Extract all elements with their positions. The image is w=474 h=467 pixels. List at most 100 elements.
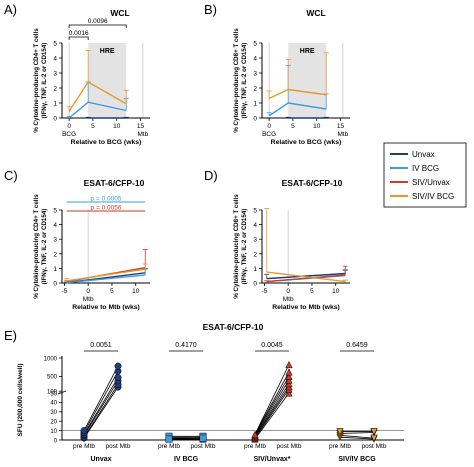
paired-line (339, 436, 375, 440)
y-tick-label: 2 (53, 86, 57, 93)
panel-letter: A) (4, 2, 17, 17)
y-axis-label: % Cytokine-producing CD4+ T cells(IFNγ, … (33, 194, 48, 299)
group-label: SIV/IV BCG (338, 456, 376, 463)
y-tick-label: 10 (50, 429, 57, 435)
y-tick-label: 4 (53, 56, 57, 63)
x-tick-label: 5 (91, 123, 95, 130)
y-axis-label-line1: % Cytokine-producing CD8+ T cells (233, 28, 240, 133)
legend-label: SIV/Unvax (412, 178, 450, 187)
hre-label: HRE (100, 48, 115, 55)
y-axis-label-line1: % Cytokine-producing CD4+ T cells (33, 194, 40, 299)
y-axis-label-line1: % Cytokine-producing CD4+ T cells (33, 28, 40, 133)
x-marker-label: BCG (262, 131, 276, 138)
x-tick-label: pre Mtb (244, 443, 266, 450)
x-marker-label: Mtb (83, 296, 94, 303)
paired-line (168, 437, 204, 440)
x-tick-label: post Mtb (106, 443, 131, 450)
series-line-siv_ivbcg (266, 271, 346, 283)
data-point (199, 434, 207, 442)
legend-label: SIV/IV BCG (412, 192, 454, 201)
paired-line (254, 383, 290, 437)
y-tick-label: 1 (253, 266, 257, 273)
y-tick-label: 2 (53, 251, 57, 258)
series-line-siv_ivbcg (268, 88, 327, 100)
y-axis-label-line2: (IFNγ, TNF, IL-2 or CD154) (41, 43, 48, 119)
y-tick-label: 0 (54, 438, 58, 444)
bracket-p-value: 0.0096 (88, 18, 108, 25)
x-tick-label: 0 (67, 123, 71, 130)
x-axis-label: Relative to Mtb (wks) (272, 304, 340, 311)
y-tick-label: 1 (53, 266, 57, 273)
series-line-siv_ivbcg (66, 268, 146, 282)
p-value-label: p = 0.0005 (91, 196, 122, 203)
significance-bracket (68, 24, 127, 28)
data-point (285, 380, 293, 388)
x-tick-label: pre Mtb (158, 443, 180, 450)
data-point (165, 435, 173, 443)
y-tick-label: 0 (53, 281, 57, 288)
y-tick-label: 1 (253, 101, 257, 108)
x-marker-label: Mtb (137, 131, 148, 138)
x-marker-label: BCG (62, 131, 76, 138)
x-marker-label: Mtb (337, 131, 348, 138)
series-line-siv_ivbcg (68, 81, 127, 112)
x-tick-label: 0 (86, 288, 90, 295)
series-line-ivbcg (268, 102, 327, 117)
x-tick-label: post Mtb (191, 443, 216, 450)
y-tick-label: 30 (50, 410, 57, 416)
x-tick-label: 10 (313, 123, 321, 130)
chart-title: ESAT-6/CFP-10 (203, 322, 264, 332)
series-line-ivbcg (66, 274, 146, 284)
y-tick-label: 4 (253, 222, 257, 229)
paired-line (83, 377, 119, 435)
x-tick-label: -5 (261, 288, 267, 295)
x-tick-label: 10 (132, 288, 140, 295)
data-point (285, 360, 293, 369)
y-tick-label: 500 (47, 375, 58, 381)
y-axis-label: % Cytokine-producing CD4+ T cells(IFNγ, … (33, 28, 48, 133)
series-line-siv_unvax (266, 274, 346, 283)
bracket-p-value: 0.0051 (90, 342, 112, 349)
paired-line (83, 365, 119, 431)
data-point (80, 427, 88, 435)
paired-line (254, 386, 290, 438)
x-axis-label: Relative to Mtb (wks) (72, 304, 140, 311)
y-tick-label: 5 (53, 41, 57, 48)
hre-label: HRE (300, 48, 315, 55)
y-tick-label: 1000 (44, 356, 58, 362)
y-tick-label: 3 (253, 71, 257, 78)
x-axis-label: Relative to BCG (wks) (71, 139, 142, 146)
x-marker-label: Mtb (283, 296, 294, 303)
x-tick-label: post Mtb (277, 443, 302, 450)
paired-line (339, 432, 375, 434)
y-tick-label: 5 (253, 41, 257, 48)
x-tick-label: post Mtb (362, 443, 387, 450)
bracket-p-value: 0.6459 (346, 342, 368, 349)
y-tick-label: 0 (53, 116, 57, 123)
panel-letter: D) (204, 168, 218, 183)
y-tick-label: 3 (253, 237, 257, 244)
x-tick-label: 10 (332, 288, 340, 295)
y-axis-label: % Cytokine-producing CD8+ T cells(IFNγ, … (233, 28, 248, 133)
group-label: Unvax (90, 456, 111, 463)
panel-letter: E) (4, 328, 17, 343)
data-point (336, 428, 344, 436)
paired-line (339, 434, 375, 439)
bracket-p-value: 0.0045 (261, 342, 283, 349)
y-tick-label: 20 (50, 420, 57, 426)
chart-title: WCL (306, 8, 325, 18)
panel-letter: B) (204, 2, 217, 17)
paired-line (254, 371, 290, 435)
group-label: SIV/Unvax* (254, 456, 291, 463)
x-tick-label: pre Mtb (329, 443, 351, 450)
chart-title: WCL (110, 8, 129, 18)
y-tick-label: 100 (47, 389, 58, 395)
y-tick-label: 0 (253, 116, 257, 123)
y-axis-label: SFU (200,000 cells/well) (17, 364, 24, 437)
data-point (285, 389, 293, 397)
y-tick-label: 5 (253, 208, 257, 215)
